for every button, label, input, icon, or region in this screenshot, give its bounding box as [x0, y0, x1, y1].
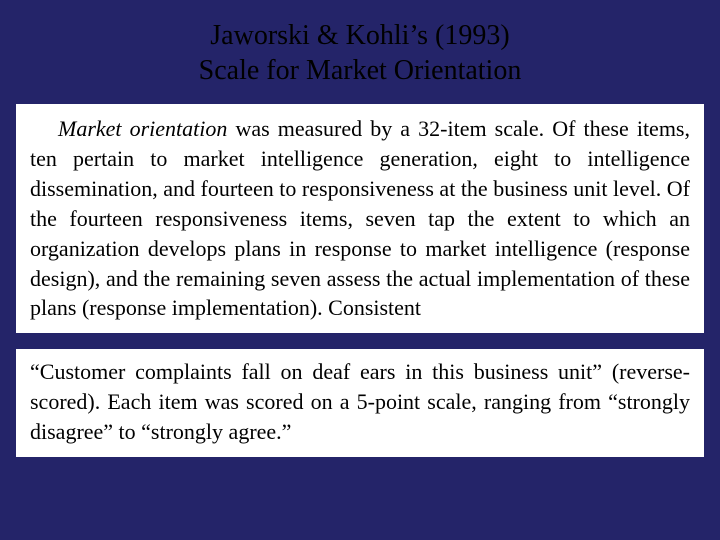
title-line-1: Jaworski & Kohli’s (1993) [0, 18, 720, 53]
slide-title: Jaworski & Kohli’s (1993) Scale for Mark… [0, 0, 720, 98]
excerpt-paragraph-2: “Customer complaints fall on deaf ears i… [16, 349, 704, 457]
paragraph2-body: “Customer complaints fall on deaf ears i… [30, 359, 690, 444]
slide: Jaworski & Kohli’s (1993) Scale for Mark… [0, 0, 720, 540]
paragraph1-body: was measured by a 32-item scale. Of thes… [30, 116, 690, 320]
excerpt-gap [0, 333, 720, 343]
lead-phrase-italic: Market orientation [58, 116, 227, 141]
title-line-2: Scale for Market Orientation [0, 53, 720, 88]
excerpt-paragraph-1: Market orientation was measured by a 32-… [16, 104, 704, 333]
